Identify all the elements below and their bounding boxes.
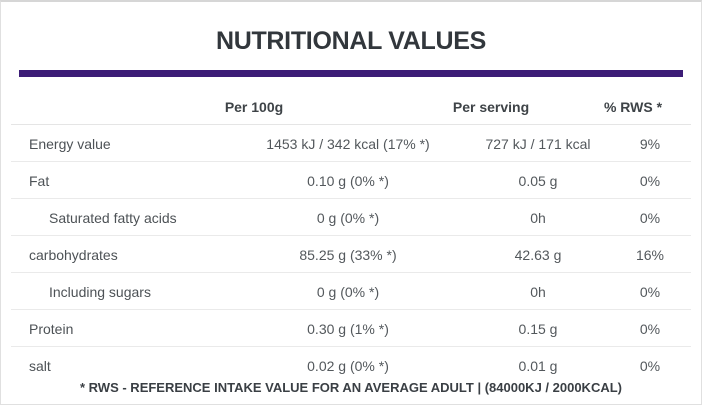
per-100g-value: 85.25 g (33% *) [299,246,397,263]
rws-value: 16% [635,246,665,263]
rws-value: 0% [639,320,661,337]
nutrient-name: Fat [29,172,50,189]
table-row: salt 0.02 g (0% *) 0.01 g 0% [1,347,701,384]
nutrient-table: Energy value 1453 kJ / 342 kcal (17% *) … [1,125,701,384]
rws-value: 0% [639,172,661,189]
column-header-per-serving: Per serving [452,98,530,115]
per-serving-value: 0.01 g [518,357,558,374]
nutrient-name: Protein [29,320,74,337]
per-100g-value: 0.02 g (0% *) [307,357,389,374]
per-serving-value: 0h [530,209,546,226]
column-header-per-100g: Per 100g [224,98,284,115]
nutrient-name: Saturated fatty acids [49,209,177,226]
per-100g-value: 0.10 g (0% *) [307,172,389,189]
per-100g-value: 0.30 g (1% *) [307,320,389,337]
table-row: Including sugars 0 g (0% *) 0h 0% [1,273,701,310]
table-header-row: Per 100g Per serving % RWS * [1,88,701,125]
per-serving-value: 0.15 g [518,320,558,337]
column-header-rws: % RWS * [603,98,663,115]
table-row: carbohydrates 85.25 g (33% *) 42.63 g 16… [1,236,701,273]
per-serving-value: 42.63 g [514,246,562,263]
rws-value: 0% [639,283,661,300]
nutrient-name: carbohydrates [29,246,118,263]
footnote: * RWS - REFERENCE INTAKE VALUE FOR AN AV… [79,380,622,395]
per-serving-value: 727 kJ / 171 kcal [485,135,591,152]
per-serving-value: 0h [530,283,546,300]
table-row: Energy value 1453 kJ / 342 kcal (17% *) … [1,125,701,162]
nutrient-name: Including sugars [49,283,151,300]
nutrient-name: Energy value [29,135,111,152]
nutrient-name: salt [29,357,51,374]
per-100g-value: 1453 kJ / 342 kcal (17% *) [266,135,430,152]
page-title: NUTRITIONAL VALUES [215,27,487,55]
per-100g-value: 0 g (0% *) [316,283,380,300]
per-100g-value: 0 g (0% *) [316,209,380,226]
rws-value: 0% [639,209,661,226]
rws-value: 9% [639,135,661,152]
per-serving-value: 0.05 g [518,172,558,189]
table-row: Saturated fatty acids 0 g (0% *) 0h 0% [1,199,701,236]
accent-divider [19,70,683,77]
table-row: Protein 0.30 g (1% *) 0.15 g 0% [1,310,701,347]
table-row: Fat 0.10 g (0% *) 0.05 g 0% [1,162,701,199]
rws-value: 0% [639,357,661,374]
